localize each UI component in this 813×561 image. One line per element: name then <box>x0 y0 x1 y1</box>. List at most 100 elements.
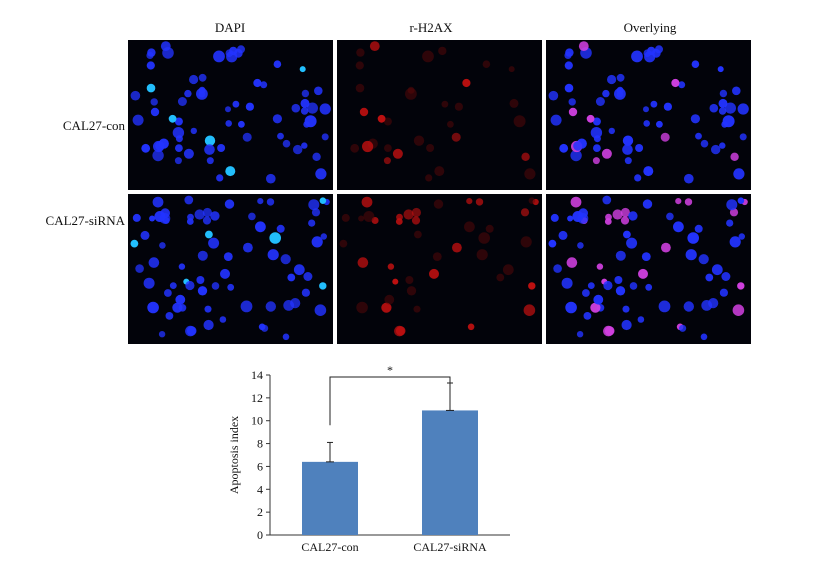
nucleus <box>660 132 670 142</box>
panel-con-dapi <box>128 40 333 190</box>
nucleus <box>566 257 578 268</box>
nucleus <box>265 301 276 312</box>
column-label-dapi: DAPI <box>214 20 246 35</box>
nucleus <box>159 213 171 224</box>
nucleus <box>319 103 331 115</box>
nucleus <box>282 139 291 148</box>
nucleus <box>405 88 417 100</box>
nucleus <box>132 213 141 222</box>
nucleus <box>175 294 186 305</box>
nucleus <box>709 103 719 113</box>
nucleus <box>206 157 214 165</box>
nucleus <box>482 60 491 68</box>
nucleus <box>616 73 625 82</box>
nucleus <box>384 144 392 152</box>
panel-sirna-h2ax <box>337 194 542 344</box>
nucleus <box>186 218 194 225</box>
nucleus <box>726 199 738 211</box>
nucleus <box>548 90 559 101</box>
nucleus <box>152 149 164 162</box>
nucleus <box>622 305 630 313</box>
nucleus <box>650 100 658 108</box>
cells <box>130 41 331 184</box>
nucleus <box>592 117 601 126</box>
nucleus <box>413 135 425 146</box>
nucleus <box>593 294 604 305</box>
nucleus <box>178 263 186 270</box>
nucleus <box>172 127 185 139</box>
nucleus <box>524 168 536 180</box>
nucleus <box>357 257 369 268</box>
nucleus <box>198 73 207 82</box>
nucleus <box>210 211 220 221</box>
nucleus <box>561 277 573 289</box>
nucleus <box>614 88 626 100</box>
nucleus <box>183 148 194 159</box>
y-tick-label: 14 <box>251 368 263 382</box>
nucleus <box>433 199 444 209</box>
nucleus <box>673 221 684 233</box>
cells <box>548 41 749 184</box>
y-tick-label: 0 <box>257 528 263 542</box>
nucleus <box>175 144 183 152</box>
nucleus <box>643 106 649 113</box>
nucleus <box>466 198 473 205</box>
nucleus <box>577 213 589 224</box>
nucleus <box>564 51 572 59</box>
nucleus <box>694 224 703 233</box>
nucleus <box>718 107 727 115</box>
nucleus <box>267 249 279 261</box>
nucleus <box>147 301 159 314</box>
nucleus <box>695 132 702 140</box>
nucleus <box>624 157 632 165</box>
nucleus <box>355 61 364 70</box>
nucleus <box>315 168 327 180</box>
nucleus <box>587 282 595 289</box>
nucleus <box>478 232 490 244</box>
nucleus <box>643 166 654 177</box>
nucleus <box>383 117 392 126</box>
nucleus <box>213 50 225 63</box>
nucleus <box>363 211 375 222</box>
panel-con-overlay <box>546 40 751 190</box>
chart-bars <box>302 410 478 535</box>
nucleus <box>661 242 671 253</box>
nucleus <box>679 324 687 332</box>
nucleus <box>577 242 584 249</box>
nucleus <box>523 304 536 316</box>
nucleus <box>190 127 197 135</box>
apoptosis-bar-chart: * 0 2 4 6 8 10 12 14 Apoptosis index CAL27-con CAL… <box>227 363 510 554</box>
nucleus <box>582 289 590 297</box>
nucleus <box>621 319 632 331</box>
nucleus <box>601 148 612 159</box>
nucleus <box>550 114 562 126</box>
nucleus <box>152 196 164 208</box>
nucleus <box>711 264 723 276</box>
nucleus <box>319 282 327 290</box>
nucleus <box>732 304 745 316</box>
nucleus <box>384 294 395 305</box>
nucleus <box>276 224 285 233</box>
y-tick-label: 8 <box>257 437 263 451</box>
nucleus <box>641 252 651 261</box>
nucleus <box>645 283 653 291</box>
nucleus <box>301 288 310 297</box>
nucleus <box>255 221 266 233</box>
nucleus <box>269 232 281 244</box>
nucleus <box>211 282 220 290</box>
nucleus <box>169 282 177 289</box>
nucleus <box>299 66 306 73</box>
nucleus <box>248 212 256 221</box>
nucleus <box>293 264 305 276</box>
nucleus <box>287 273 296 282</box>
nucleus <box>701 300 713 311</box>
nucleus <box>150 98 158 106</box>
nucleus <box>253 78 262 88</box>
nucleus <box>691 60 700 68</box>
nucleus <box>291 103 301 113</box>
nucleus <box>719 89 728 98</box>
nucleus <box>620 207 630 218</box>
nucleus <box>485 224 494 233</box>
nucleus <box>355 83 365 93</box>
nucleus <box>698 254 709 265</box>
